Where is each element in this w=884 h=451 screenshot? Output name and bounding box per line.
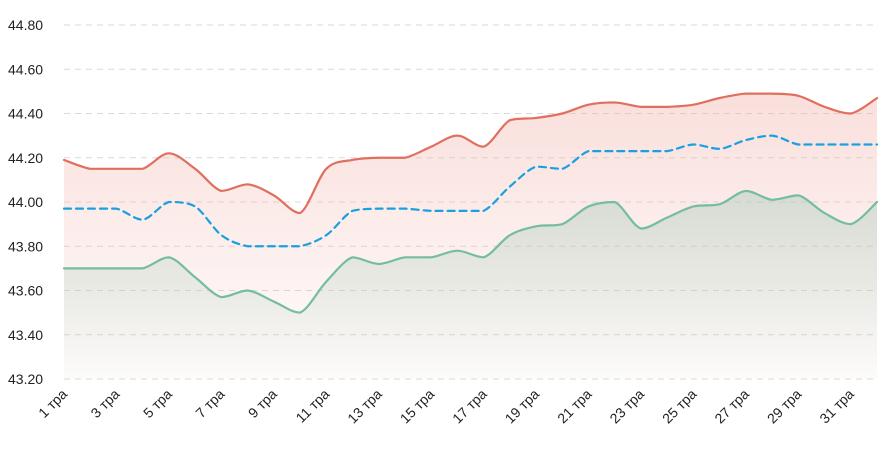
x-tick-label: 9 тра <box>245 386 280 421</box>
y-tick-label: 43.80 <box>8 238 43 254</box>
series-lines <box>62 92 879 314</box>
x-tick-label: 31 тра <box>816 386 857 427</box>
y-tick-label: 44.20 <box>8 150 43 166</box>
x-tick-label: 29 тра <box>764 386 805 427</box>
x-tick-label: 27 тра <box>711 386 752 427</box>
x-tick-label: 17 тра <box>449 386 490 427</box>
x-axis: 1 тра 3 тра 5 тра 7 тра 9 тра 11 тра 13 тра 15 … <box>35 386 857 427</box>
x-tick-label: 11 тра <box>292 386 332 426</box>
x-tick-label: 23 тра <box>606 386 647 427</box>
y-tick-label: 44.40 <box>8 106 43 122</box>
x-tick-label: 1 тра <box>35 386 70 421</box>
y-tick-label: 44.80 <box>8 17 43 33</box>
x-tick-label: 21 тра <box>554 386 595 427</box>
series-line-0 <box>62 92 879 215</box>
series-area-2 <box>64 190 877 379</box>
y-tick-label: 44.00 <box>8 194 43 210</box>
y-axis: 43.20 43.40 43.60 43.80 44.00 44.20 44.40 44.60… <box>8 17 43 387</box>
x-tick-label: 19 тра <box>502 386 543 427</box>
x-tick-label: 25 тра <box>659 386 700 427</box>
x-tick-label: 3 тра <box>87 386 122 421</box>
x-tick-label: 7 тра <box>192 386 227 421</box>
series-areas <box>64 93 877 379</box>
x-tick-label: 13 тра <box>344 386 385 427</box>
x-tick-label: 15 тра <box>397 386 438 427</box>
x-tick-label: 5 тра <box>140 386 175 421</box>
y-tick-label: 44.60 <box>8 61 43 77</box>
series-line-2 <box>62 189 879 314</box>
y-tick-label: 43.60 <box>8 283 43 299</box>
y-tick-label: 43.20 <box>8 371 43 387</box>
y-tick-label: 43.40 <box>8 327 43 343</box>
